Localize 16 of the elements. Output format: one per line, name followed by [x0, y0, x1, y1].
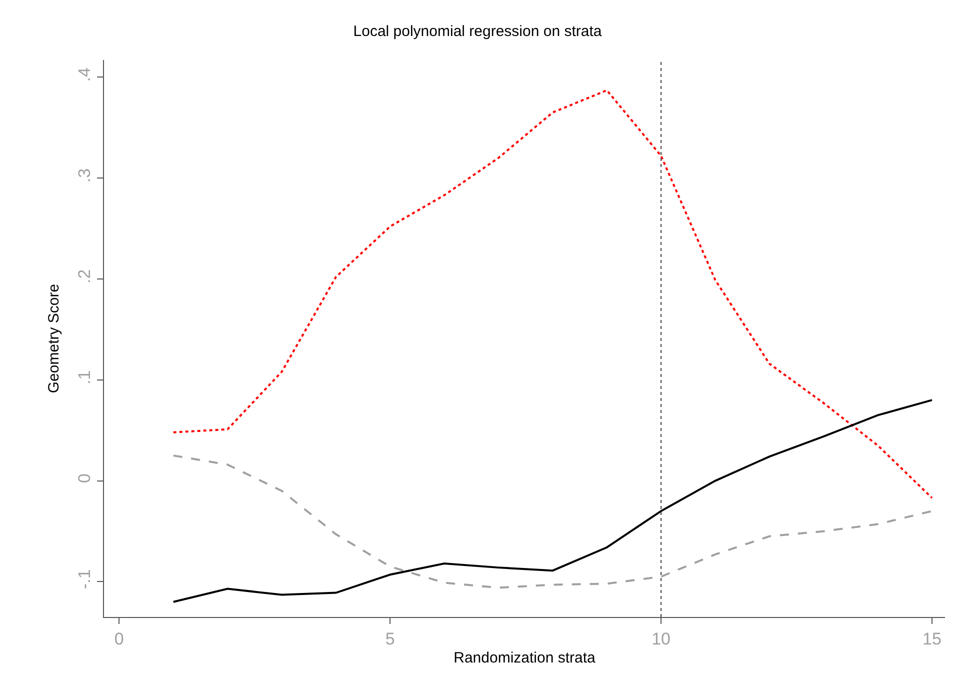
y-tick-label: .1: [75, 370, 94, 384]
y-tick-label: 0: [75, 473, 94, 483]
y-axis-title: Geometry Score: [45, 284, 62, 394]
x-tick-label: 15: [922, 629, 942, 648]
y-tick-label: .3: [75, 168, 94, 183]
x-tick-label: 0: [114, 629, 124, 648]
line-series: [172, 454, 933, 589]
x-tick-label: 10: [652, 629, 671, 648]
chart-title: Local polynomial regression on strata: [353, 22, 602, 40]
x-axis-title: Randomization strata: [454, 649, 596, 666]
line-series: [172, 399, 933, 603]
y-tick-label: .2: [75, 269, 94, 284]
y-tick-label: .4: [75, 68, 94, 82]
y-tick-label: -.1: [75, 569, 94, 590]
line-series: [172, 89, 933, 499]
x-tick-label: 5: [385, 629, 395, 648]
